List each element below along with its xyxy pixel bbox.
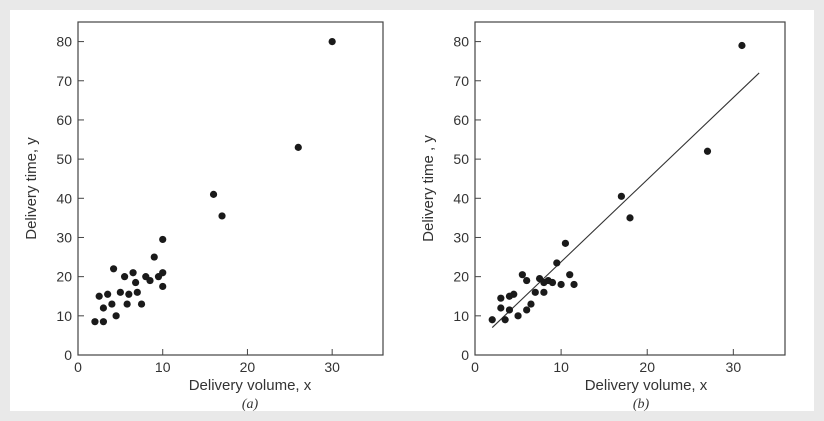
y-tick-label-b: 40 bbox=[453, 190, 469, 206]
y-tick-label-b: 30 bbox=[453, 229, 469, 245]
figure-frame: 0 10 20 30 40 50 60 70 80 0 10 20 30 Delivery volume,… bbox=[10, 10, 814, 412]
regression-line-b bbox=[491, 72, 760, 328]
chart-figure: 0 10 20 30 40 50 60 70 80 0 10 20 30 Delivery volume,… bbox=[23, 21, 786, 412]
data-point-a bbox=[120, 273, 129, 281]
y-tick-label-b: 50 bbox=[453, 151, 469, 167]
data-point-a bbox=[99, 318, 108, 326]
data-point-a bbox=[129, 269, 137, 277]
data-point-a bbox=[150, 253, 158, 261]
x-tick-label-b: 0 bbox=[471, 359, 479, 375]
data-point-a bbox=[108, 300, 116, 308]
data-point-a bbox=[91, 318, 99, 326]
x-axis-label-b: Delivery volume, x bbox=[585, 377, 708, 394]
y-tick-label-a: 0 bbox=[64, 347, 72, 363]
data-point-b bbox=[518, 271, 526, 279]
data-point-b bbox=[548, 278, 557, 287]
data-point-a bbox=[99, 304, 108, 312]
data-point-b bbox=[510, 290, 518, 298]
x-tick-label-b: 20 bbox=[639, 359, 655, 375]
data-point-b bbox=[703, 147, 712, 155]
y-tick-label-b: 0 bbox=[461, 347, 469, 363]
x-tick-label-a: 10 bbox=[155, 359, 171, 375]
data-point-b bbox=[523, 306, 531, 314]
y-tick-label-a: 50 bbox=[56, 151, 72, 167]
y-tick-label-a: 20 bbox=[56, 269, 72, 285]
y-tick-label-b: 80 bbox=[453, 34, 469, 50]
data-point-a bbox=[133, 288, 141, 296]
data-point-a bbox=[294, 143, 302, 151]
y-tick-label-b: 70 bbox=[453, 73, 469, 89]
data-point-b bbox=[566, 271, 574, 279]
data-point-a bbox=[112, 312, 120, 320]
data-point-b bbox=[553, 259, 561, 267]
y-tick-label-a: 70 bbox=[56, 73, 72, 89]
data-point-b bbox=[617, 192, 625, 200]
data-point-b bbox=[626, 214, 634, 222]
panel-caption-b: (b) bbox=[633, 397, 650, 411]
y-tick-label-a: 10 bbox=[56, 308, 72, 324]
data-point-a bbox=[95, 292, 103, 300]
y-axis-label-a: Delivery time, y bbox=[23, 137, 40, 240]
data-point-b bbox=[488, 316, 496, 324]
data-point-b bbox=[501, 316, 509, 324]
data-point-a bbox=[159, 282, 167, 291]
plot-box-b bbox=[474, 21, 786, 356]
data-point-b bbox=[527, 300, 535, 308]
y-tick-label-a: 30 bbox=[56, 229, 72, 245]
x-tick-label-b: 10 bbox=[553, 359, 569, 375]
data-point-a bbox=[123, 300, 131, 308]
data-point-b bbox=[557, 280, 565, 289]
y-axis-label-b: Delivery time , y bbox=[420, 135, 437, 242]
data-point-b bbox=[497, 294, 505, 302]
data-point-b bbox=[497, 304, 505, 312]
data-point-a bbox=[137, 300, 146, 308]
panel-caption-a: (a) bbox=[242, 397, 259, 411]
data-point-b bbox=[738, 41, 746, 50]
data-point-b bbox=[561, 239, 570, 247]
y-tick-label-a: 80 bbox=[56, 34, 72, 50]
data-point-b bbox=[540, 288, 548, 296]
y-tick-label-b: 20 bbox=[453, 269, 469, 285]
y-tick-label-a: 40 bbox=[56, 190, 72, 206]
x-tick-label-a: 20 bbox=[240, 359, 256, 375]
data-point-a bbox=[116, 288, 124, 296]
data-point-a bbox=[104, 290, 112, 298]
data-point-a bbox=[159, 235, 167, 244]
y-tick-label-a: 60 bbox=[56, 112, 72, 128]
data-point-b bbox=[505, 306, 514, 314]
y-tick-label-b: 60 bbox=[453, 112, 469, 128]
data-point-a bbox=[132, 278, 140, 287]
plot-box-a bbox=[77, 21, 384, 356]
data-point-a bbox=[218, 212, 226, 220]
data-point-a bbox=[109, 265, 118, 273]
data-point-a bbox=[125, 290, 133, 298]
data-point-b bbox=[531, 288, 539, 296]
x-tick-label-a: 30 bbox=[324, 359, 340, 375]
data-point-a bbox=[146, 276, 154, 285]
data-point-a bbox=[328, 37, 336, 46]
x-axis-label-a: Delivery volume, x bbox=[189, 377, 312, 394]
data-point-b bbox=[514, 312, 522, 320]
data-point-b bbox=[570, 280, 578, 289]
data-point-a bbox=[159, 269, 167, 277]
x-tick-label-a: 0 bbox=[74, 359, 82, 375]
x-tick-label-b: 30 bbox=[726, 359, 742, 375]
y-tick-label-b: 10 bbox=[453, 308, 469, 324]
data-point-b bbox=[523, 276, 531, 285]
data-point-a bbox=[209, 190, 218, 198]
